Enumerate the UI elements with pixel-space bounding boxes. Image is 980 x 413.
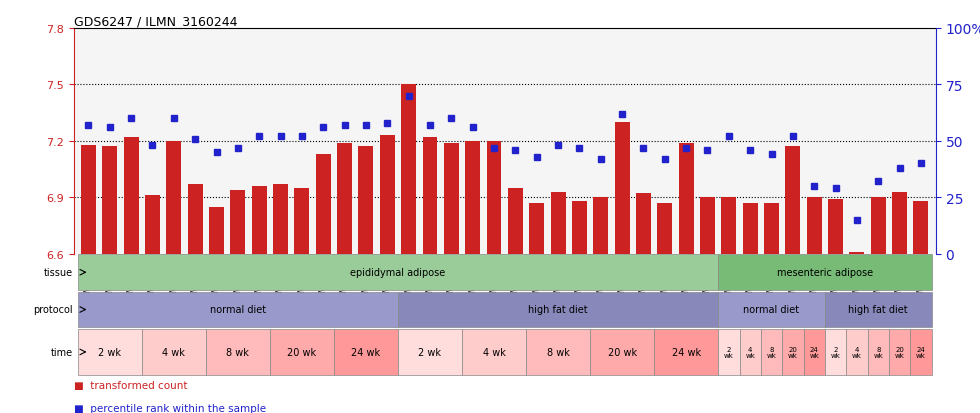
- Bar: [782, 329, 804, 375]
- Text: 24
wk: 24 wk: [809, 346, 819, 358]
- Bar: [462, 329, 526, 375]
- Bar: [679, 143, 694, 254]
- Bar: [77, 255, 718, 290]
- Text: ■  percentile rank within the sample: ■ percentile rank within the sample: [74, 403, 266, 413]
- Text: time: time: [51, 347, 73, 357]
- Text: high fat diet: high fat diet: [849, 305, 908, 315]
- Text: 2 wk: 2 wk: [418, 347, 441, 357]
- Bar: [508, 188, 523, 254]
- Bar: [593, 198, 609, 254]
- Text: ■  transformed count: ■ transformed count: [74, 380, 187, 390]
- Bar: [142, 329, 206, 375]
- Bar: [743, 203, 758, 254]
- Text: protocol: protocol: [33, 305, 73, 315]
- Text: 4 wk: 4 wk: [482, 347, 506, 357]
- Bar: [529, 203, 544, 254]
- Text: 4 wk: 4 wk: [163, 347, 185, 357]
- Text: 8 wk: 8 wk: [226, 347, 249, 357]
- Bar: [145, 196, 160, 254]
- Bar: [466, 142, 480, 254]
- Bar: [572, 202, 587, 254]
- Text: epididymal adipose: epididymal adipose: [350, 268, 446, 278]
- Bar: [721, 198, 736, 254]
- Text: 20
wk: 20 wk: [895, 346, 905, 358]
- Bar: [398, 329, 462, 375]
- Bar: [102, 147, 118, 254]
- Bar: [230, 190, 245, 254]
- Bar: [654, 329, 718, 375]
- Bar: [807, 198, 821, 254]
- Bar: [910, 329, 932, 375]
- Bar: [77, 329, 142, 375]
- Text: 24
wk: 24 wk: [916, 346, 926, 358]
- Bar: [209, 207, 224, 254]
- Bar: [526, 329, 590, 375]
- Bar: [658, 203, 672, 254]
- Bar: [206, 329, 270, 375]
- Bar: [401, 85, 416, 254]
- Text: 2
wk: 2 wk: [724, 346, 734, 358]
- Bar: [422, 138, 437, 254]
- Bar: [764, 203, 779, 254]
- Text: 4
wk: 4 wk: [745, 346, 756, 358]
- Bar: [551, 192, 565, 254]
- Text: 20
wk: 20 wk: [788, 346, 798, 358]
- Bar: [828, 199, 843, 254]
- Text: 2
wk: 2 wk: [831, 346, 841, 358]
- Bar: [81, 145, 96, 254]
- Text: 24 wk: 24 wk: [671, 347, 701, 357]
- Bar: [590, 329, 654, 375]
- Bar: [718, 255, 932, 290]
- Bar: [850, 252, 864, 254]
- Text: 20 wk: 20 wk: [287, 347, 317, 357]
- Bar: [760, 329, 782, 375]
- Bar: [867, 329, 889, 375]
- Bar: [871, 198, 886, 254]
- Bar: [847, 329, 867, 375]
- Text: GDS6247 / ILMN_3160244: GDS6247 / ILMN_3160244: [74, 15, 237, 28]
- Bar: [188, 185, 203, 254]
- Bar: [804, 329, 825, 375]
- Bar: [614, 123, 629, 254]
- Bar: [825, 292, 932, 328]
- Bar: [444, 143, 459, 254]
- Text: normal diet: normal diet: [210, 305, 266, 315]
- Bar: [825, 329, 847, 375]
- Bar: [785, 147, 801, 254]
- Bar: [913, 202, 928, 254]
- Bar: [398, 292, 718, 328]
- Bar: [718, 292, 825, 328]
- Bar: [892, 192, 907, 254]
- Text: 8 wk: 8 wk: [547, 347, 569, 357]
- Text: tissue: tissue: [44, 268, 73, 278]
- Bar: [486, 142, 502, 254]
- Bar: [359, 147, 373, 254]
- Bar: [718, 329, 740, 375]
- Text: high fat diet: high fat diet: [528, 305, 588, 315]
- Text: normal diet: normal diet: [744, 305, 800, 315]
- Text: 24 wk: 24 wk: [352, 347, 380, 357]
- Bar: [273, 185, 288, 254]
- Bar: [636, 194, 651, 254]
- Bar: [380, 136, 395, 254]
- Bar: [294, 188, 310, 254]
- Bar: [77, 292, 398, 328]
- Bar: [167, 142, 181, 254]
- Text: 4
wk: 4 wk: [852, 346, 861, 358]
- Text: mesenteric adipose: mesenteric adipose: [777, 268, 873, 278]
- Bar: [337, 143, 352, 254]
- Bar: [270, 329, 334, 375]
- Text: 8
wk: 8 wk: [873, 346, 883, 358]
- Bar: [700, 198, 715, 254]
- Text: 8
wk: 8 wk: [766, 346, 776, 358]
- Bar: [123, 138, 138, 254]
- Bar: [889, 329, 910, 375]
- Bar: [316, 154, 330, 254]
- Bar: [740, 329, 760, 375]
- Text: 20 wk: 20 wk: [608, 347, 637, 357]
- Bar: [252, 187, 267, 254]
- Bar: [334, 329, 398, 375]
- Text: 2 wk: 2 wk: [98, 347, 122, 357]
